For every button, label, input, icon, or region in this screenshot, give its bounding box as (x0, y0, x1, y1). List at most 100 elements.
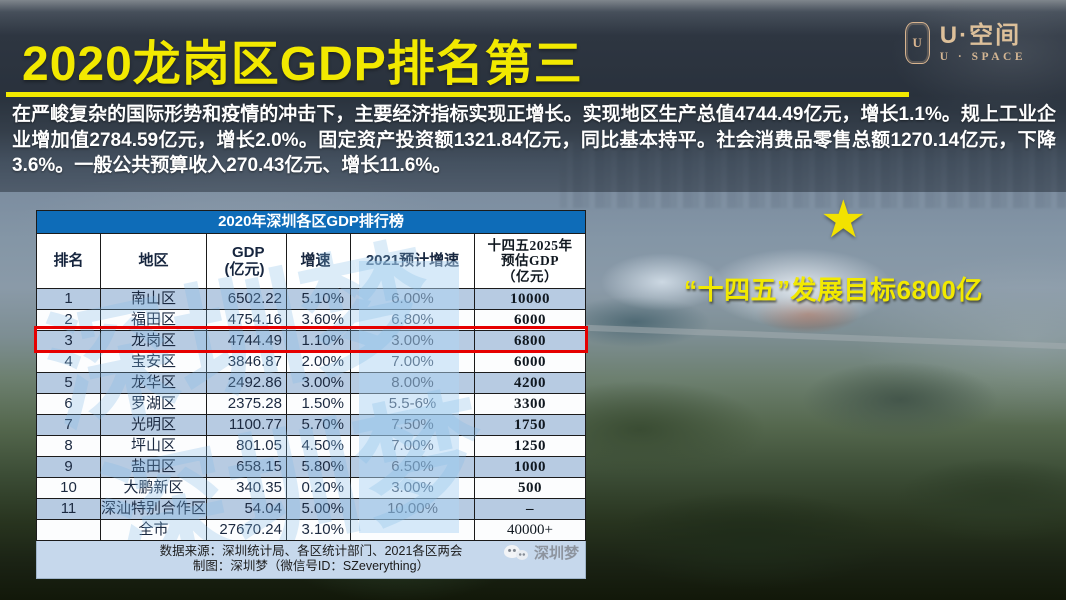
wechat-brand: 深圳梦 (503, 545, 579, 561)
cell-gdp: 2375.28 (207, 394, 287, 414)
cell-rank: 10 (37, 478, 101, 498)
cell-est2021: 8.00% (351, 373, 475, 393)
header-district: 地区 (101, 234, 207, 288)
table-row: 4 宝安区 3846.87 2.00% 7.00% 6000 (37, 351, 585, 372)
cell-gdp: 801.05 (207, 436, 287, 456)
cell-est2021: 6.00% (351, 289, 475, 309)
cell-gdp: 6502.22 (207, 289, 287, 309)
cell-district: 龙岗区 (101, 331, 207, 351)
cell-growth: 1.10% (287, 331, 351, 351)
header-gdp: GDP (亿元) (207, 234, 287, 288)
table-row: 8 坪山区 801.05 4.50% 7.00% 1250 (37, 435, 585, 456)
uspace-logo: U U·空间 U · SPACE (904, 22, 1026, 64)
cell-growth: 4.50% (287, 436, 351, 456)
cell-est2025: 3300 (514, 396, 546, 412)
cell-district: 大鹏新区 (101, 478, 207, 498)
header-rank: 排名 (37, 234, 101, 288)
cell-rank: 7 (37, 415, 101, 435)
header-est2021: 2021预计增速 (351, 234, 475, 288)
cell-growth: 2.00% (287, 352, 351, 372)
cell-est2025: 1750 (514, 417, 546, 433)
slogan-text: “十四五”发展目标6800亿 (684, 275, 983, 305)
cell-district: 光明区 (101, 415, 207, 435)
uspace-badge-icon: U (904, 22, 930, 64)
cell-est2021: 6.80% (351, 310, 475, 330)
cell-district: 福田区 (101, 310, 207, 330)
cell-est2021: 7.00% (351, 352, 475, 372)
table-row: 全市 27670.24 3.10% 40000+ (37, 519, 585, 540)
logo-name-en: U · SPACE (939, 50, 1026, 63)
logo-name-cn: U·空间 (939, 22, 1022, 50)
summary-paragraph: 在严峻复杂的国际形势和疫情的冲击下，主要经济指标实现正增长。实现地区生产总值47… (12, 104, 1056, 176)
cell-gdp: 4754.16 (207, 310, 287, 330)
star-icon: ★ (820, 191, 867, 249)
cell-rank: 11 (37, 499, 101, 519)
cell-est2021: 7.00% (351, 436, 475, 456)
cell-growth: 3.10% (287, 520, 351, 540)
gdp-ranking-table: 2020年深圳各区GDP排行榜 排名 地区 GDP (亿元) 增速 2021预计… (34, 210, 588, 579)
cell-est2025: 6800 (514, 333, 546, 349)
cell-rank: 1 (37, 289, 101, 309)
badge-letter: U (912, 35, 922, 50)
cell-district: 坪山区 (101, 436, 207, 456)
cell-gdp: 1100.77 (207, 415, 287, 435)
cell-est2025: 10000 (510, 291, 550, 307)
cell-est2021: 3.00% (351, 331, 475, 351)
cell-gdp: 658.15 (207, 457, 287, 477)
cell-district: 深汕特别合作区 (101, 499, 207, 519)
cell-gdp: 3846.87 (207, 352, 287, 372)
table-row: 10 大鹏新区 340.35 0.20% 3.00% 500 (37, 477, 585, 498)
credit-line: 制图：深圳梦（微信号ID：SZeverything） (192, 559, 430, 573)
cell-rank: 3 (37, 331, 101, 351)
cell-est2025: – (526, 501, 534, 517)
cell-est2021: 6.50% (351, 457, 475, 477)
cell-rank: 8 (37, 436, 101, 456)
cell-growth: 5.00% (287, 499, 351, 519)
table-row: 9 盐田区 658.15 5.80% 6.50% 1000 (37, 456, 585, 477)
cell-district: 宝安区 (101, 352, 207, 372)
cell-gdp: 27670.24 (207, 520, 287, 540)
cell-gdp: 340.35 (207, 478, 287, 498)
cell-growth: 0.20% (287, 478, 351, 498)
cell-district: 罗湖区 (101, 394, 207, 414)
cell-est2021: 5.5-6% (351, 394, 475, 414)
cell-est2025: 4200 (514, 375, 546, 391)
cell-growth: 3.60% (287, 310, 351, 330)
cell-district: 盐田区 (101, 457, 207, 477)
cell-est2025: 1000 (514, 459, 546, 475)
cell-district: 龙华区 (101, 373, 207, 393)
table-row: 2 福田区 4754.16 3.60% 6.80% 6000 (37, 309, 585, 330)
cell-rank: 5 (37, 373, 101, 393)
cell-rank: 6 (37, 394, 101, 414)
cell-est2025: 1250 (514, 438, 546, 454)
cell-rank (37, 520, 101, 540)
cell-district: 全市 (101, 520, 207, 540)
cell-rank: 2 (37, 310, 101, 330)
table-row: 1 南山区 6502.22 5.10% 6.00% 10000 (37, 288, 585, 309)
cell-est2025: 40000+ (507, 522, 553, 538)
cell-est2021 (351, 520, 475, 540)
cell-est2021: 3.00% (351, 478, 475, 498)
paragraph-shade-overlay (0, 100, 1066, 192)
wechat-icon (503, 545, 530, 561)
cell-gdp: 4744.49 (207, 331, 287, 351)
cell-est2021: 7.50% (351, 415, 475, 435)
cell-growth: 5.70% (287, 415, 351, 435)
table-header-row: 排名 地区 GDP (亿元) 增速 2021预计增速 十四五2025年 预估GD… (37, 233, 585, 288)
table-row: 7 光明区 1100.77 5.70% 7.50% 1750 (37, 414, 585, 435)
logo-text: U·空间 U · SPACE (940, 23, 1026, 62)
cell-rank: 9 (37, 457, 101, 477)
header-est2025: 十四五2025年 预估GDP （亿元） (487, 237, 573, 284)
cell-est2021: 10.00% (351, 499, 475, 519)
page-title: 2020龙岗区GDP排名第三 (22, 38, 583, 91)
table-row: 11 深汕特别合作区 54.04 5.00% 10.00% – (37, 498, 585, 519)
background-city-skyline (560, 142, 1066, 208)
table-row: 6 罗湖区 2375.28 1.50% 5.5-6% 3300 (37, 393, 585, 414)
cell-growth: 5.10% (287, 289, 351, 309)
cell-gdp: 54.04 (207, 499, 287, 519)
table-row: 3 龙岗区 4744.49 1.10% 3.00% 6800 (37, 330, 585, 351)
cell-est2025: 6000 (514, 312, 546, 328)
cell-growth: 3.00% (287, 373, 351, 393)
title-underline (6, 92, 909, 97)
